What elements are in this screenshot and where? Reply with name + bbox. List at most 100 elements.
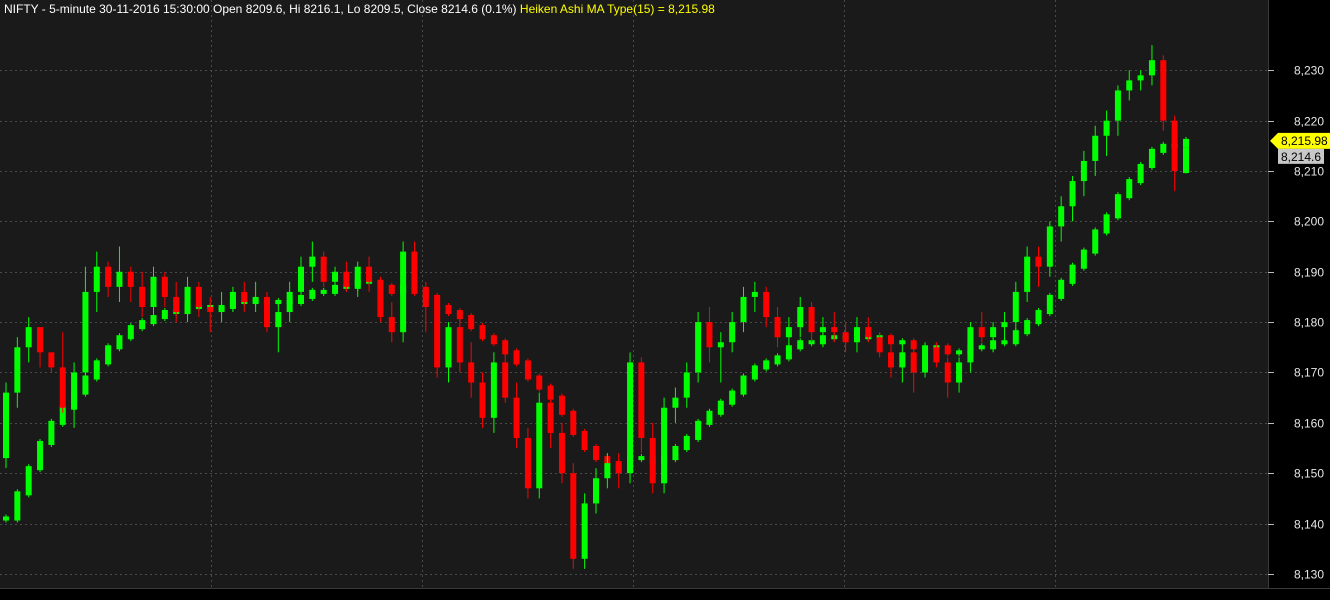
candle-body xyxy=(354,266,361,287)
ha-ma-bar xyxy=(1126,179,1133,199)
candle-body xyxy=(252,296,259,302)
ha-ma-bar xyxy=(740,375,747,395)
candle-body xyxy=(944,362,951,383)
candle-body xyxy=(343,271,350,287)
candle-body xyxy=(490,362,497,418)
candle-body xyxy=(990,327,997,338)
candle-body xyxy=(763,291,770,318)
ha-ma-bar xyxy=(513,350,520,365)
price-axis[interactable] xyxy=(1268,0,1330,588)
ha-ma-bar xyxy=(388,284,395,294)
ha-ma-bar xyxy=(48,420,55,445)
candle-body xyxy=(116,271,123,287)
ha-ma-bar xyxy=(161,310,168,320)
candle-body xyxy=(502,362,509,398)
candle-body xyxy=(808,307,815,333)
candle-body xyxy=(139,286,146,307)
candle-body xyxy=(59,367,66,408)
candle-body xyxy=(1058,206,1065,227)
ha-ma-bar xyxy=(3,516,9,521)
ha-ma-bar xyxy=(706,410,713,425)
candle-body xyxy=(286,291,293,313)
candle-body xyxy=(978,327,985,338)
ha-ma-bar xyxy=(150,315,157,325)
candle-body xyxy=(468,362,475,383)
price-tick-label: 8,130 xyxy=(1294,568,1324,582)
candle-body xyxy=(422,286,429,307)
ha-ma-bar xyxy=(1046,294,1053,315)
candle-body xyxy=(25,327,32,348)
candle-body xyxy=(842,332,849,343)
candle-body xyxy=(37,327,44,353)
candle-body xyxy=(831,327,838,333)
ha-ma-bar xyxy=(763,360,770,370)
candle-body xyxy=(1012,291,1019,323)
candle-body xyxy=(593,478,599,504)
candle-body xyxy=(740,296,747,323)
candle-body xyxy=(1001,322,1008,328)
candle-body xyxy=(366,266,373,282)
candle-body xyxy=(547,402,554,433)
ha-ma-bar xyxy=(1080,249,1087,269)
candle-body xyxy=(1024,256,1031,292)
ha-ma-bar xyxy=(956,350,963,355)
price-axis-labels: 8,130 8,140 8,150 8,160 8,170 8,180 8,190 8,200… xyxy=(1268,64,1324,582)
ha-ma-bar xyxy=(82,375,89,395)
candle-body xyxy=(695,322,702,373)
price-tick-label: 8,230 xyxy=(1294,64,1324,78)
ha-ma-bar xyxy=(524,360,531,380)
candle-body xyxy=(195,286,202,307)
heiken-ashi-ma-series xyxy=(3,136,1189,523)
ha-ma-bar xyxy=(1137,163,1144,184)
candle-body xyxy=(615,463,622,474)
ha-ma-bar xyxy=(570,410,577,435)
ha-ma-bar xyxy=(1148,148,1155,168)
close-value-label: 8,214.6 xyxy=(1281,150,1321,164)
candle-body xyxy=(933,347,940,363)
candle-body xyxy=(581,503,588,559)
ha-ma-bar xyxy=(695,420,702,440)
candle-body xyxy=(71,372,78,408)
candle-body xyxy=(400,251,407,333)
ha-ma-bar xyxy=(536,375,543,390)
candle-body xyxy=(967,327,974,363)
ha-ma-bar xyxy=(93,360,100,380)
candle-body xyxy=(14,347,21,393)
candle-body xyxy=(706,322,713,348)
ha-ma-bar xyxy=(774,355,781,365)
candle-body xyxy=(1183,147,1189,174)
candle-body xyxy=(1171,120,1178,172)
candle-body xyxy=(445,327,452,368)
ha-ma-bar xyxy=(139,320,146,330)
candle-body xyxy=(1046,226,1053,267)
candle-body xyxy=(1080,160,1087,182)
candle-body xyxy=(876,337,883,353)
candle-body xyxy=(1035,256,1042,267)
ha-ma-bar xyxy=(1024,320,1031,335)
ha-ma-bar xyxy=(25,466,32,496)
candle-body xyxy=(456,327,463,363)
candle-body xyxy=(479,382,486,418)
ha-ma-bar xyxy=(59,405,66,425)
ha-ma-bar xyxy=(445,304,452,315)
ha-ma-bar xyxy=(978,345,985,350)
ha-ma-bar xyxy=(14,491,21,521)
candle-body xyxy=(263,296,270,328)
candle-body xyxy=(1160,60,1167,121)
ha-ma-bar xyxy=(1103,214,1110,234)
ha-ma-bar xyxy=(558,395,565,415)
price-tick-label: 8,210 xyxy=(1294,165,1324,179)
candle-body xyxy=(150,276,157,307)
candle-body xyxy=(1148,60,1155,76)
price-tick-label: 8,200 xyxy=(1294,215,1324,229)
candle-body xyxy=(82,291,89,373)
candle-body xyxy=(184,286,191,313)
candle-body xyxy=(93,266,100,292)
candle-body xyxy=(524,437,531,489)
candle-body xyxy=(570,473,577,559)
candle-body xyxy=(48,352,55,368)
candle-body xyxy=(956,362,963,383)
candle-body xyxy=(275,312,282,328)
